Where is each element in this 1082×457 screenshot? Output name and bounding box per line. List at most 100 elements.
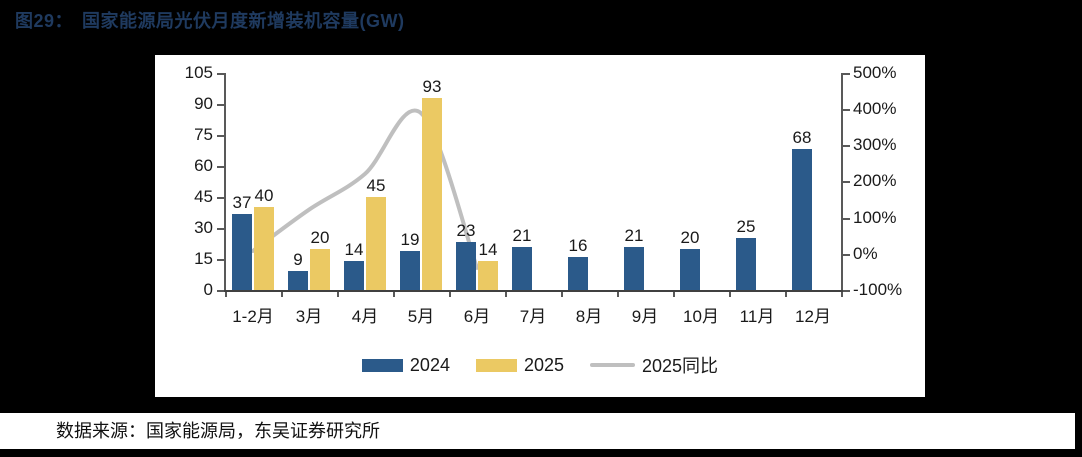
x-axis-tick <box>337 292 339 297</box>
x-axis-label: 7月 <box>519 307 547 326</box>
x-axis-label: 6月 <box>463 307 491 326</box>
bar-label-2025: 20 <box>310 227 330 247</box>
x-axis-label: 9月 <box>631 307 659 326</box>
figure-number: 图29： <box>15 11 74 31</box>
bar-2025 <box>366 197 386 290</box>
legend-item-2024: 2024 <box>361 354 450 376</box>
bar-2024 <box>736 238 756 290</box>
figure-title: 图29： 国家能源局光伏月度新增装机容量(GW) <box>15 7 405 33</box>
x-axis-label: 8月 <box>575 307 603 326</box>
right-axis-tick <box>843 181 850 184</box>
legend-swatch-2025 <box>475 358 517 372</box>
y-axis-label: 105 <box>184 63 213 82</box>
x-axis-tick <box>617 292 619 297</box>
x-axis-tick <box>561 292 563 297</box>
bar-2025 <box>310 248 330 290</box>
x-axis-tick <box>673 292 675 297</box>
bar-label-2024: 21 <box>624 225 644 245</box>
x-axis-label: 3月 <box>295 307 323 326</box>
x-axis-label: 4月 <box>351 307 379 326</box>
y-axis-label: 45 <box>194 187 213 206</box>
right-axis-tick <box>843 253 850 256</box>
x-axis-label: 10月 <box>683 307 719 326</box>
bar-2024 <box>568 256 588 290</box>
bar-label-2024: 14 <box>344 240 364 260</box>
right-axis-label: 300% <box>853 135 897 155</box>
bar-label-2024: 19 <box>400 229 420 249</box>
legend-label-2024: 2024 <box>409 354 450 375</box>
x-axis-label: 5月 <box>407 307 435 326</box>
x-axis-tick <box>505 292 507 297</box>
bar-label-2024: 25 <box>736 217 756 237</box>
y-axis-tick <box>217 166 224 168</box>
bar-label-2024: 20 <box>680 227 700 247</box>
right-axis-tick <box>843 109 850 112</box>
y-axis-label: 0 <box>203 280 213 299</box>
bar-2024 <box>400 250 420 290</box>
bar-label-2025: 93 <box>422 76 442 96</box>
bar-label-2025: 40 <box>254 186 274 206</box>
y-axis-label: 30 <box>194 218 213 237</box>
y-axis-tick <box>217 104 224 106</box>
bar-2025 <box>422 97 442 290</box>
y-axis-line <box>224 73 226 290</box>
legend-swatch-2024 <box>361 358 403 372</box>
legend-label-2025: 2025 <box>523 354 565 375</box>
x-axis-line <box>224 290 843 292</box>
bar-2024 <box>232 213 252 290</box>
bar-2025 <box>254 207 274 290</box>
y-axis-label: 15 <box>194 249 213 268</box>
bar-label-2025: 14 <box>478 240 498 260</box>
chart-legend: 2024 2025 2025同比 <box>155 352 925 378</box>
x-axis-tick <box>449 292 451 297</box>
bar-2024 <box>512 246 532 290</box>
y-axis-label: 75 <box>194 125 213 144</box>
x-axis-label: 11月 <box>739 307 775 326</box>
right-axis-tick <box>843 145 850 148</box>
right-axis-label: 200% <box>853 171 897 191</box>
right-axis-label: 400% <box>853 99 897 119</box>
bar-label-2024: 23 <box>456 221 476 241</box>
bar-label-2024: 37 <box>232 192 252 212</box>
x-axis-tick <box>785 292 787 297</box>
y-axis-tick <box>217 259 224 261</box>
y-axis-tick <box>217 197 224 199</box>
bar-2024 <box>680 248 700 290</box>
x-axis-tick <box>729 292 731 297</box>
bar-label-2024: 68 <box>792 128 812 148</box>
right-axis-tick <box>843 289 850 292</box>
figure-title-text: 国家能源局光伏月度新增装机容量(GW) <box>82 11 405 31</box>
legend-label-yoy: 2025同比 <box>642 356 719 376</box>
y-axis-tick <box>217 228 224 230</box>
right-axis-tick <box>843 217 850 220</box>
bar-2024 <box>456 242 476 290</box>
right-axis-label: 0% <box>853 243 878 263</box>
x-axis-label: 1-2月 <box>232 307 274 326</box>
source-bar: 数据来源：国家能源局，东吴证券研究所 <box>0 413 1075 449</box>
right-axis-label: 100% <box>853 207 897 227</box>
x-axis-tick <box>281 292 283 297</box>
bar-2025 <box>478 261 498 290</box>
bar-label-2024: 21 <box>512 225 532 245</box>
x-axis-tick <box>393 292 395 297</box>
legend-item-2025: 2025 <box>475 354 565 376</box>
right-axis-line <box>841 73 843 290</box>
y-axis-label: 60 <box>194 156 213 175</box>
x-axis-tick <box>841 292 843 297</box>
source-text: 数据来源：国家能源局，东吴证券研究所 <box>56 421 380 441</box>
y-axis-tick <box>217 135 224 137</box>
x-axis-tick <box>225 292 227 297</box>
bar-2024 <box>624 246 644 290</box>
y-axis-tick <box>217 73 224 75</box>
legend-item-yoy: 2025同比 <box>590 352 718 378</box>
right-axis-tick <box>843 72 850 75</box>
legend-swatch-yoy-line <box>590 363 636 367</box>
bar-label-2024: 9 <box>293 250 303 270</box>
bar-2024 <box>288 271 308 290</box>
bar-label-2024: 16 <box>568 235 588 255</box>
bar-2024 <box>344 261 364 290</box>
chart-panel: 105 90 75 60 45 30 15 0 500% 400% 300% 200% 100% 0% -1… <box>155 55 925 397</box>
right-axis-label: 500% <box>853 62 897 82</box>
x-axis-label: 12月 <box>795 307 831 326</box>
